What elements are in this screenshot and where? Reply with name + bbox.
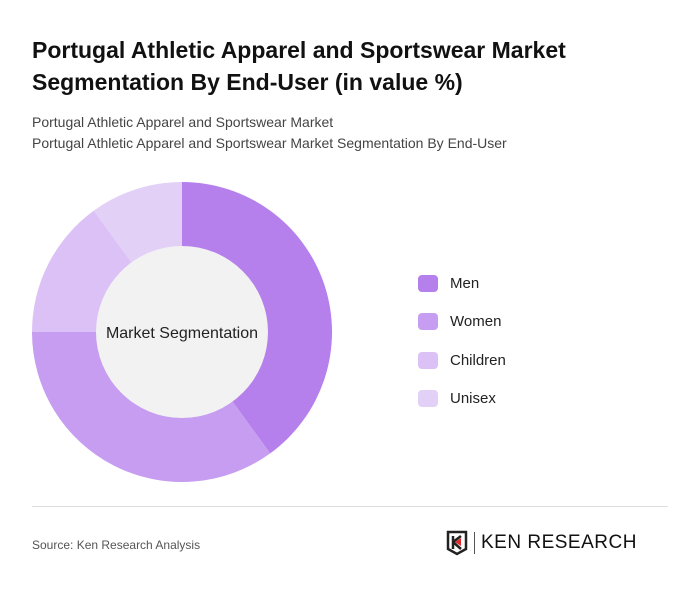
legend-swatch [418, 313, 438, 331]
legend-item-women: Women [418, 303, 506, 342]
donut-chart: Market Segmentation [32, 182, 332, 482]
chart-subtitle: Portugal Athletic Apparel and Sportswear… [32, 114, 334, 130]
legend-swatch [418, 390, 438, 408]
chart-subtitle-2: Portugal Athletic Apparel and Sportswear… [32, 135, 507, 151]
chart-title: Portugal Athletic Apparel and Sportswear… [32, 37, 566, 95]
legend-label: Women [450, 313, 502, 331]
divider [32, 506, 668, 507]
legend-item-unisex: Unisex [418, 380, 506, 419]
legend-item-children: Children [418, 341, 506, 380]
legend-item-men: Men [418, 264, 506, 303]
legend-label: Children [450, 351, 506, 369]
ken-research-logo: KEN RESEARCH [446, 530, 637, 556]
center-label: Market Segmentation [106, 325, 258, 342]
legend-swatch [418, 351, 438, 369]
legend-swatch [418, 274, 438, 292]
legend-label: Men [450, 274, 480, 292]
logo-text: KEN RESEARCH [481, 532, 637, 553]
logo-shield-icon [446, 530, 468, 556]
legend-label: Unisex [450, 390, 496, 408]
source-note: Source: Ken Research Analysis [32, 538, 201, 552]
donut-center [96, 246, 268, 418]
legend: Men Women Children Unisex [418, 264, 506, 418]
